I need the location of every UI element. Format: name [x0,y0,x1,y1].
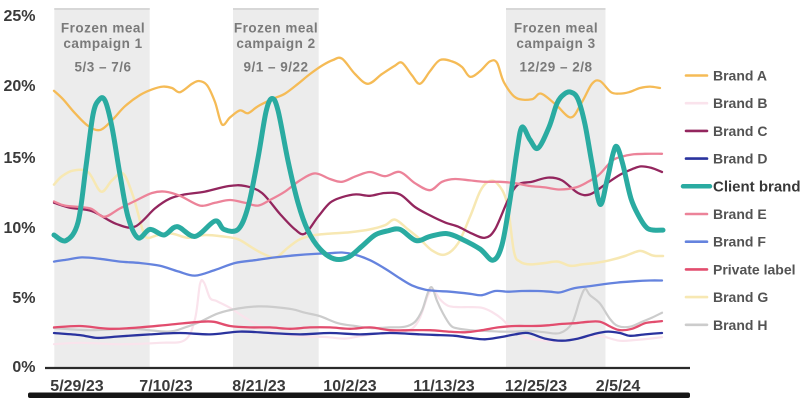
svg-text:Brand D: Brand D [713,151,767,167]
svg-text:2/5/24: 2/5/24 [596,378,641,395]
svg-text:11/13/23: 11/13/23 [413,378,475,395]
svg-text:12/25/23: 12/25/23 [505,378,567,395]
svg-text:Frozen meal: Frozen meal [514,21,598,36]
svg-text:5/29/23: 5/29/23 [50,378,103,395]
svg-text:Frozen meal: Frozen meal [61,21,145,36]
svg-text:25%: 25% [3,8,35,25]
svg-text:campaign 2: campaign 2 [236,36,315,51]
svg-text:5%: 5% [12,290,35,307]
svg-text:Client brand: Client brand [713,178,800,195]
svg-text:10%: 10% [3,220,35,237]
svg-text:Brand C: Brand C [713,123,767,139]
svg-text:15%: 15% [3,150,35,167]
svg-text:campaign 1: campaign 1 [63,36,142,51]
svg-text:campaign 3: campaign 3 [516,36,595,51]
svg-text:Brand H: Brand H [713,317,767,333]
svg-text:0%: 0% [12,359,35,376]
svg-text:5/3 – 7/6: 5/3 – 7/6 [74,60,131,75]
svg-text:Brand A: Brand A [713,68,767,84]
svg-text:Private label: Private label [713,261,796,277]
svg-text:20%: 20% [3,78,35,95]
svg-text:Brand G: Brand G [713,289,768,305]
svg-text:Brand E: Brand E [713,206,767,222]
svg-text:10/2/23: 10/2/23 [323,378,376,395]
svg-text:12/29 – 2/8: 12/29 – 2/8 [519,60,592,75]
svg-text:Brand B: Brand B [713,95,767,111]
svg-text:9/1 – 9/22: 9/1 – 9/22 [243,60,308,75]
svg-text:7/10/23: 7/10/23 [139,378,192,395]
svg-text:8/21/23: 8/21/23 [232,378,285,395]
svg-text:Brand F: Brand F [713,234,766,250]
svg-text:Frozen meal: Frozen meal [234,21,318,36]
